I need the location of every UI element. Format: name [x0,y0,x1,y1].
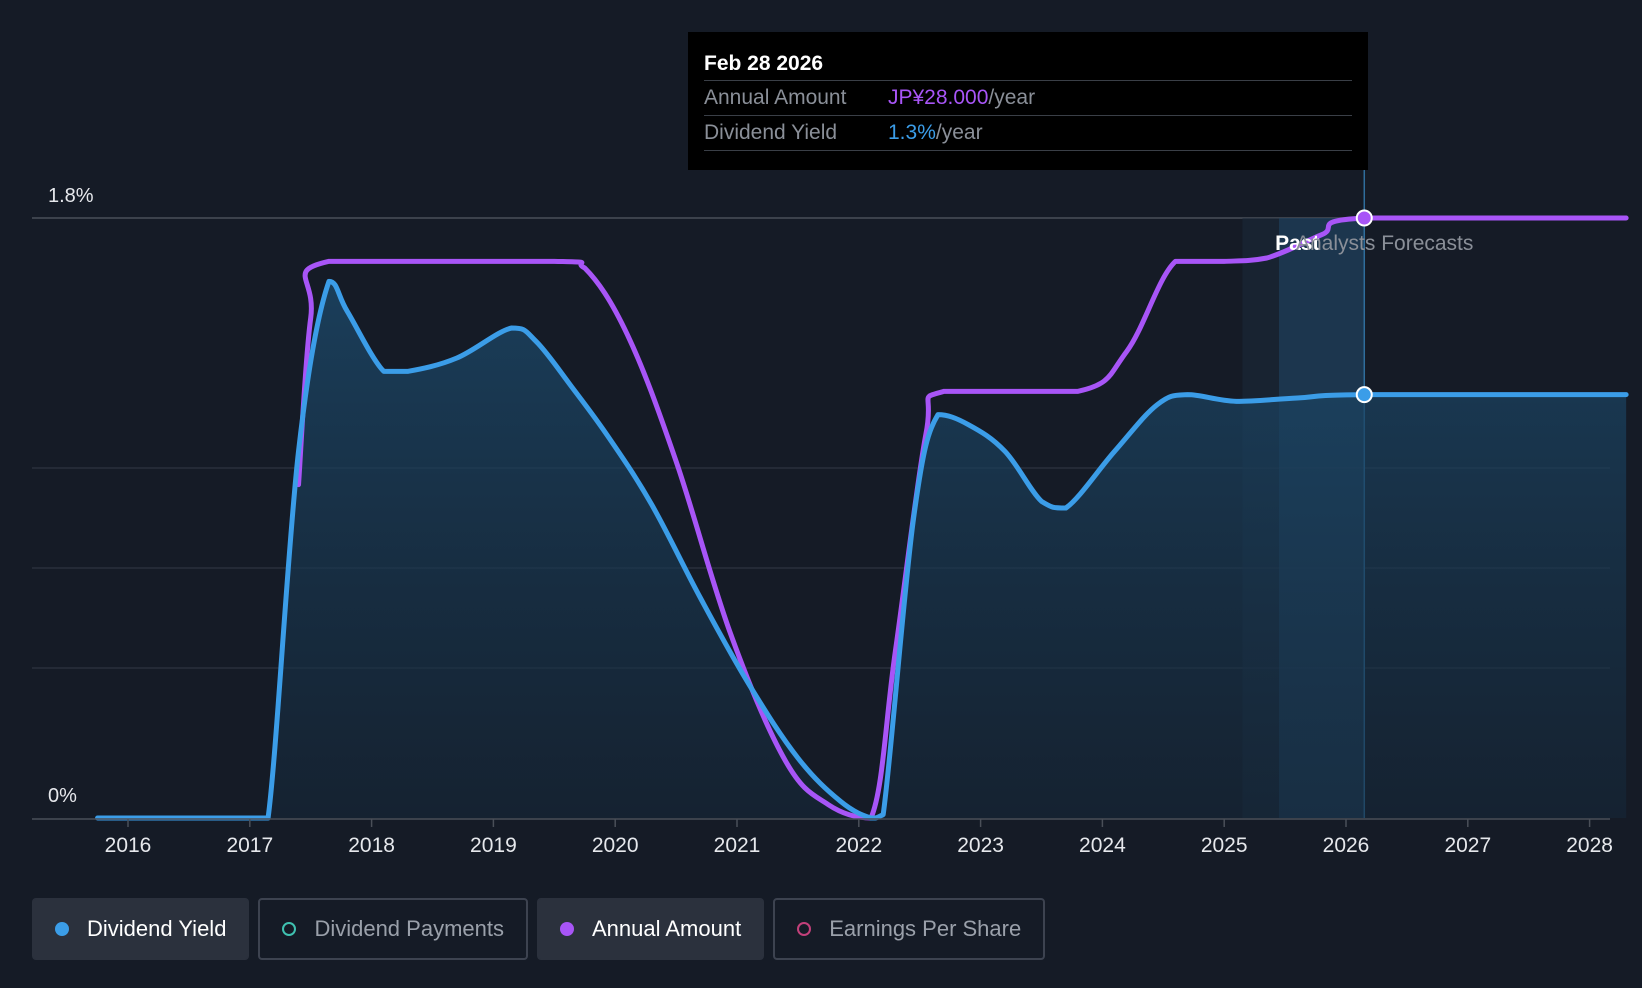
x-tick-label: 2017 [226,834,273,857]
marker-layer [1355,209,1373,404]
x-tick-label: 2022 [835,834,882,857]
x-tick-label: 2023 [957,834,1004,857]
x-tick-label: 2027 [1444,834,1491,857]
legend-annual-amount[interactable]: Annual Amount [536,898,765,960]
x-tick-label: 2020 [592,834,639,857]
legend-label: Dividend Payments [314,916,504,941]
legend-dividend-payments[interactable]: Dividend Payments [258,898,528,960]
tooltip-yield-unit: /year [935,121,983,144]
tooltip-amount-row: Annual Amount JP¥28.000 /year [704,80,1352,115]
x-tick-label: 2028 [1566,834,1613,857]
legend-dot-icon [55,922,69,936]
x-tick-label: 2026 [1323,834,1370,857]
x-tick-label: 2021 [714,834,761,857]
legend: Dividend Yield Dividend Payments Annual … [32,898,1046,960]
annual-amount-line [296,215,1629,821]
x-tick-label: 2018 [348,834,395,857]
legend-dot-icon [797,922,812,936]
x-tick-label: 2024 [1079,834,1126,857]
y-tick-label: 1.8% [48,185,94,207]
x-tick-label: 2016 [105,834,152,857]
y-tick-label: 0% [48,785,77,807]
legend-dot-icon [559,922,574,936]
dividend-yield-line [95,278,1629,821]
legend-label: Annual Amount [591,916,742,941]
x-tick-label: 2019 [470,834,517,857]
legend-label: Earnings Per Share [829,916,1022,941]
data-point-marker [1355,386,1373,404]
data-point-marker [1355,209,1373,227]
tooltip-amount-value: JP¥28.000 [888,86,989,109]
tooltip-yield-value: 1.3% [888,121,936,144]
tooltip-amount-unit: /year [988,86,1036,109]
series-layer [95,215,1629,821]
legend-label: Dividend Yield [87,916,227,941]
past-label: Past [1275,232,1319,255]
dividend-yield-area [97,281,1627,818]
tooltip: Feb 28 2026 Annual Amount JP¥28.000 /yea… [688,32,1368,170]
tooltip-amount-label: Annual Amount [704,86,847,109]
legend-dot-icon [282,922,297,936]
legend-dividend-yield[interactable]: Dividend Yield [32,898,250,960]
tooltip-yield-label: Dividend Yield [704,121,838,144]
legend-earnings-per-share[interactable]: Earnings Per Share [773,898,1046,960]
axis-layer: 2016 2017 2018 2019 2020 2021 2022 2023 2024 2025… [32,185,1613,857]
tooltip-date: Feb 28 2026 [704,52,824,75]
tooltip-yield-row: Dividend Yield 1.3% /year [704,115,1352,151]
x-tick-label: 2025 [1201,834,1248,857]
forecast-label: Analysts Forecasts [1296,232,1473,255]
